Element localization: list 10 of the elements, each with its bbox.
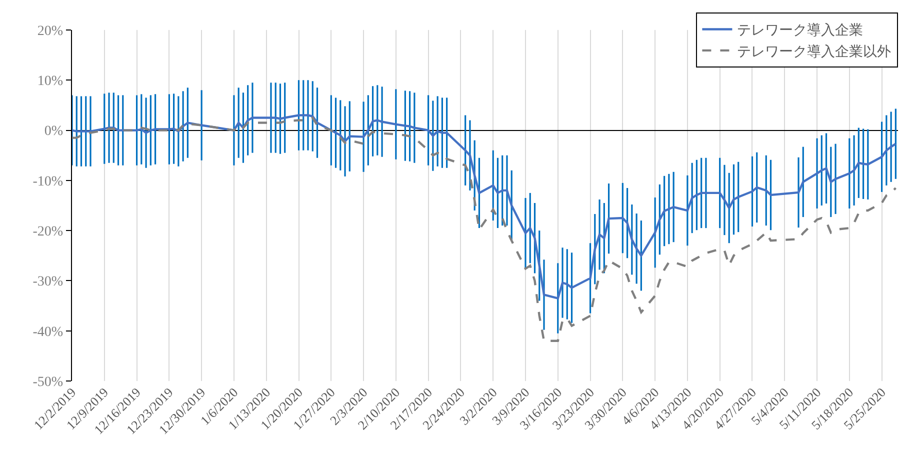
y-tick-label: -40%: [32, 324, 64, 340]
y-tick-label: -30%: [32, 274, 64, 290]
y-tick-label: 0%: [44, 124, 64, 140]
legend-label: テレワーク導入企業以外: [737, 44, 892, 60]
y-tick-label: -50%: [32, 374, 64, 390]
y-tick-label: 10%: [37, 74, 64, 90]
y-tick-label: -10%: [32, 174, 64, 190]
y-tick-label: -20%: [32, 224, 64, 240]
legend-label: テレワーク導入企業: [737, 22, 864, 39]
y-tick-label: 20%: [37, 24, 64, 39]
